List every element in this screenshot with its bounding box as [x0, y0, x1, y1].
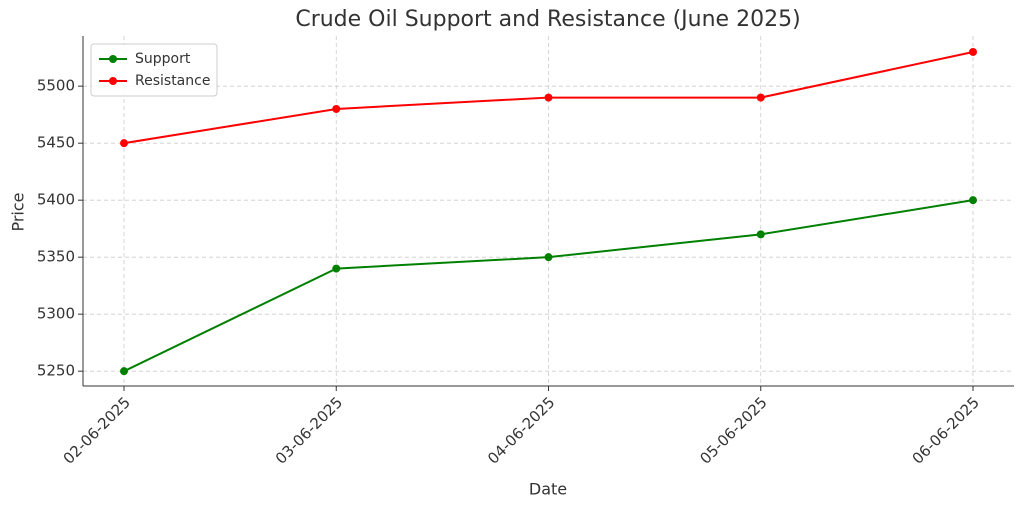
- point: [332, 264, 341, 273]
- legend-box: [90, 43, 218, 97]
- legend-marker: [109, 55, 117, 63]
- y-tick-label: 5400: [37, 191, 75, 209]
- y-axis-label: Price: [9, 192, 28, 231]
- y-tick-label: 5250: [37, 362, 75, 380]
- x-tick-label: 04-06-2025: [484, 393, 558, 467]
- legend-marker: [109, 77, 117, 85]
- x-tick-label: 02-06-2025: [60, 393, 134, 467]
- point: [756, 93, 765, 102]
- x-tick-label: 03-06-2025: [272, 393, 346, 467]
- y-tick-label: 5450: [37, 134, 75, 152]
- legend-label: Support: [135, 51, 191, 67]
- y-tick-label: 5350: [37, 248, 75, 266]
- point: [120, 367, 128, 376]
- x-tick-label: 06-06-2025: [909, 393, 983, 467]
- point: [332, 104, 341, 113]
- legend-label: Resistance: [135, 73, 210, 89]
- point: [120, 139, 128, 148]
- point: [969, 196, 977, 205]
- x-axis-label: Date: [529, 480, 567, 499]
- y-tick-label: 5300: [37, 305, 75, 323]
- point: [544, 253, 553, 262]
- x-tick-label: 05-06-2025: [696, 393, 770, 467]
- point: [544, 93, 553, 102]
- y-tick-label: 5500: [37, 77, 75, 95]
- legend: Support Resistance: [90, 43, 218, 97]
- point: [756, 230, 765, 239]
- chart-title: Crude Oil Support and Resistance (June 2…: [295, 7, 800, 32]
- point: [969, 47, 977, 56]
